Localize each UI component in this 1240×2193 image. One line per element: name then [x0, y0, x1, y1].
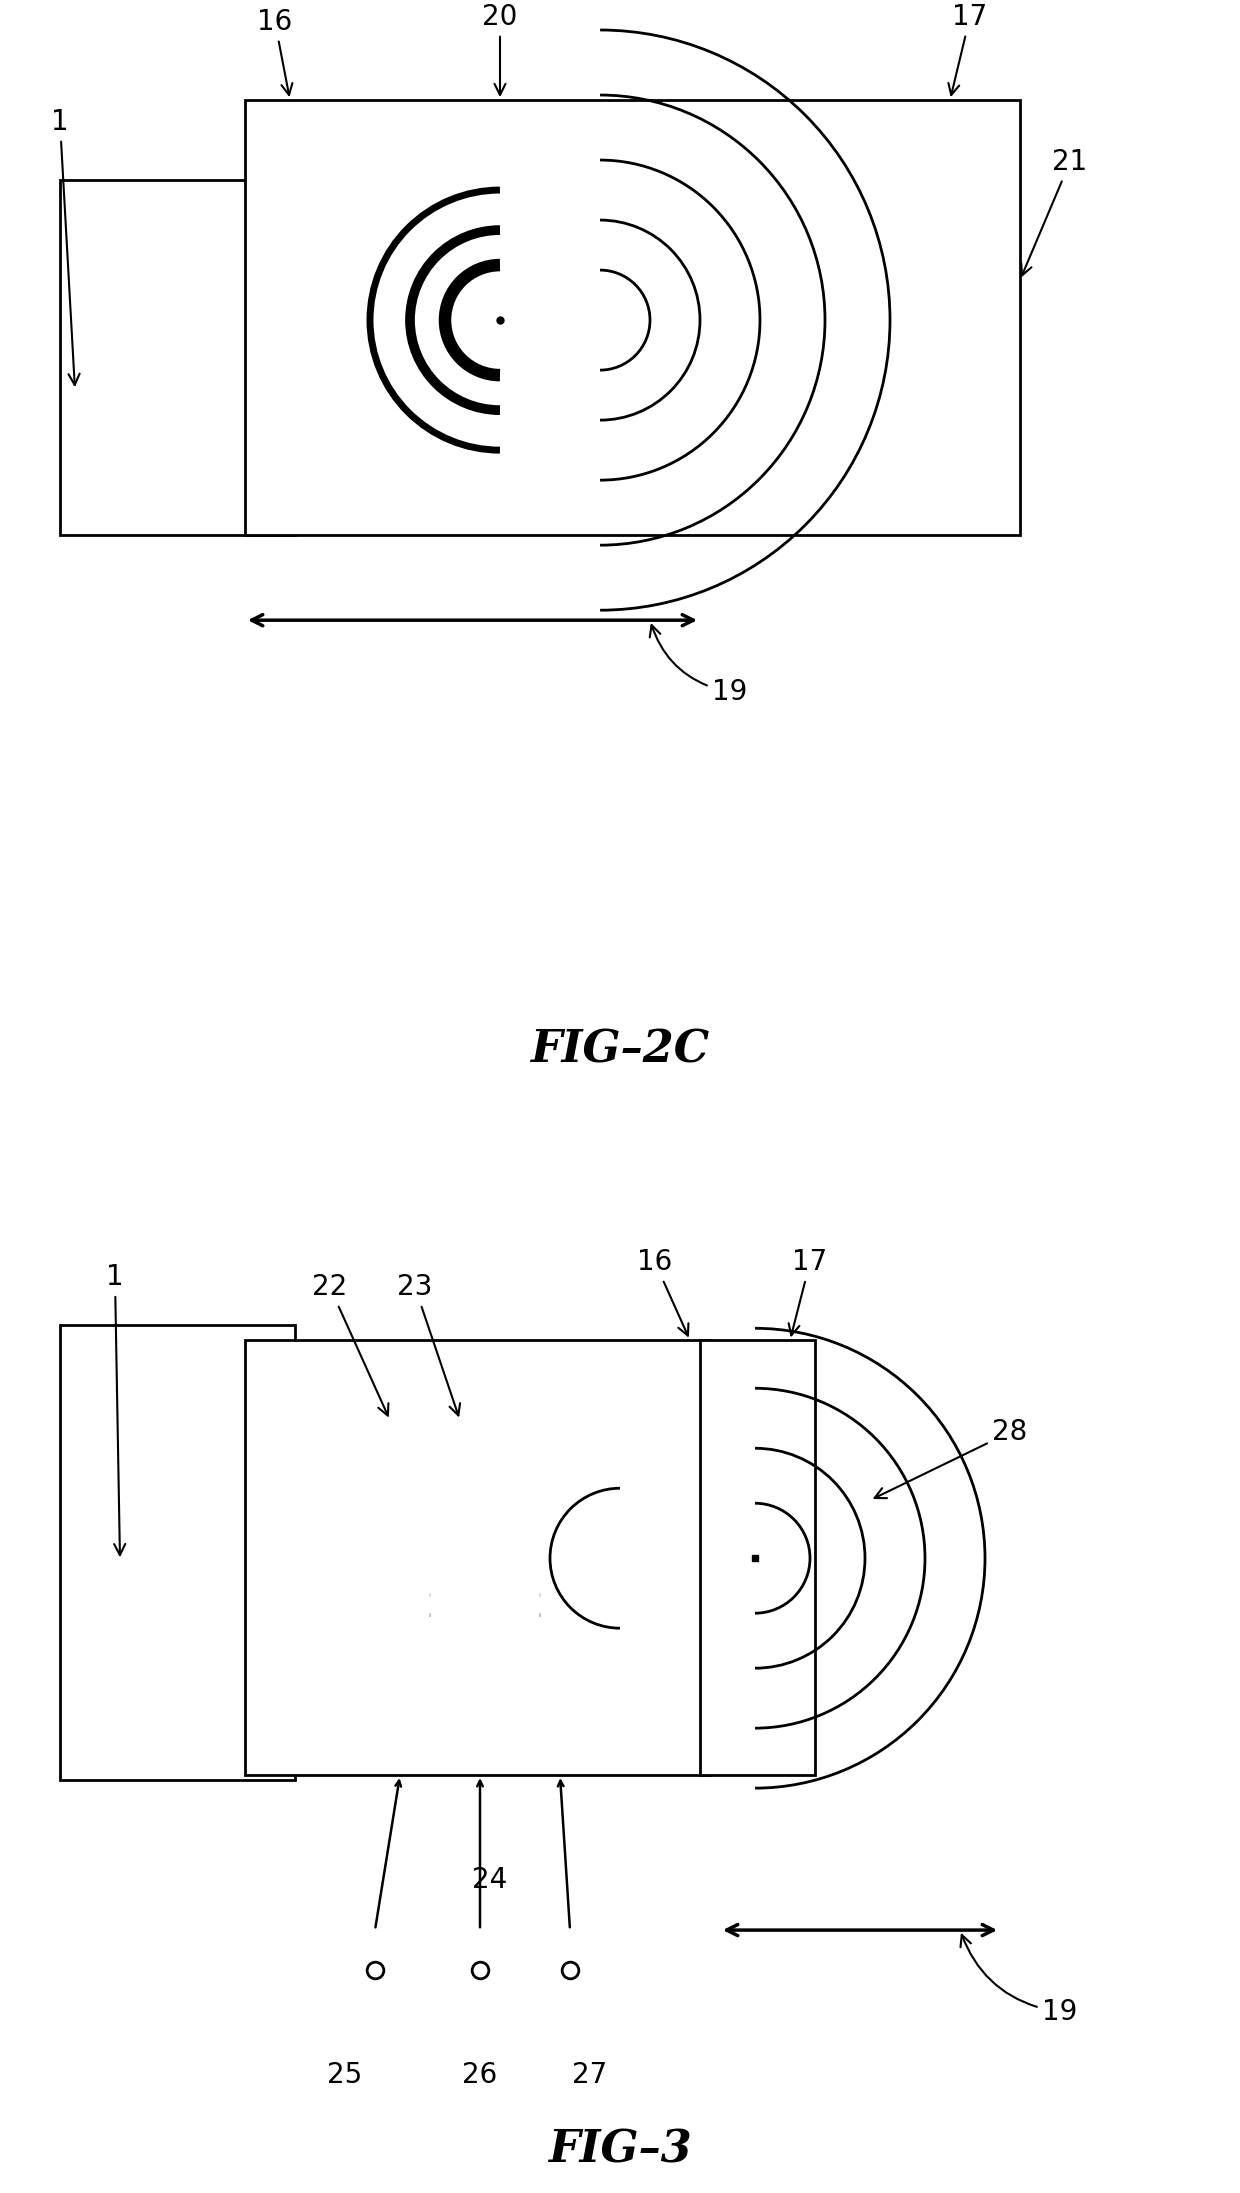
Text: 19: 19: [961, 1934, 1078, 2026]
Bar: [701, 1340, 815, 1774]
Text: 20: 20: [482, 2, 517, 94]
Text: 1: 1: [51, 107, 79, 386]
Text: 16: 16: [258, 9, 293, 94]
Text: 24: 24: [472, 1866, 507, 1895]
Text: 26: 26: [463, 2061, 497, 2090]
Text: 28: 28: [874, 1419, 1028, 1498]
Bar: [246, 1340, 711, 1774]
Text: 23: 23: [397, 1274, 460, 1414]
Text: 21: 21: [1022, 149, 1087, 276]
Text: 25: 25: [327, 2061, 362, 2090]
Text: 1: 1: [107, 1263, 125, 1555]
Text: 16: 16: [637, 1248, 688, 1336]
Text: FIG–3: FIG–3: [548, 2129, 692, 2171]
Text: 22: 22: [312, 1274, 388, 1417]
Bar: [60, 180, 295, 535]
Bar: [246, 101, 1021, 535]
Bar: [60, 1325, 295, 1781]
Text: FIG–2C: FIG–2C: [531, 1029, 709, 1072]
Text: 17: 17: [949, 2, 987, 94]
Text: 17: 17: [789, 1248, 827, 1336]
Text: 27: 27: [573, 2061, 608, 2090]
Text: 19: 19: [650, 625, 748, 706]
